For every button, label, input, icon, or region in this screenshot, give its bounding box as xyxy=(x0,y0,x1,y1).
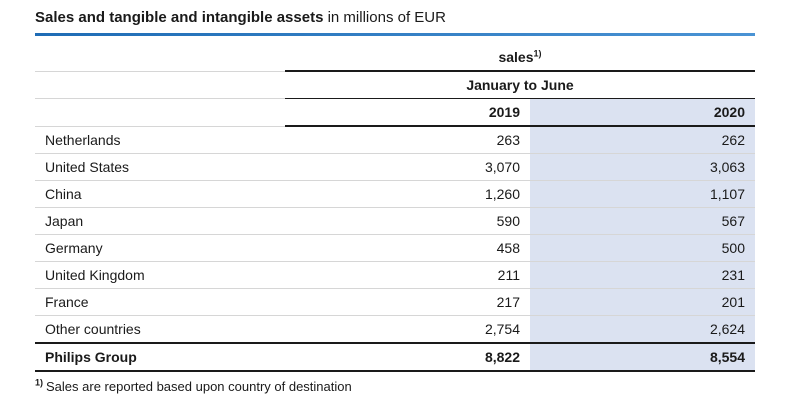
table-row: Other countries 2,754 2,624 xyxy=(35,315,755,344)
title-unit: in millions of EUR xyxy=(323,9,446,26)
value-2019: 217 xyxy=(285,288,530,316)
country-label: United States xyxy=(35,153,285,181)
title-main: Sales and tangible and intangible assets xyxy=(35,9,324,26)
country-label: Germany xyxy=(35,234,285,262)
value-2020: 500 xyxy=(530,234,755,262)
value-2019: 458 xyxy=(285,234,530,262)
footnote: 1) Sales are reported based upon country … xyxy=(35,377,755,394)
total-value-2020: 8,554 xyxy=(530,342,755,372)
value-2019: 2,754 xyxy=(285,315,530,344)
value-2020: 1,107 xyxy=(530,180,755,208)
group-header-row: sales1) xyxy=(35,44,755,72)
sales-group-label: sales xyxy=(498,49,534,65)
value-2019: 1,260 xyxy=(285,180,530,208)
country-label: Japan xyxy=(35,207,285,235)
value-2019: 3,070 xyxy=(285,153,530,181)
country-label: China xyxy=(35,180,285,208)
value-2020: 231 xyxy=(530,261,755,289)
table-row: United Kingdom 211 231 xyxy=(35,261,755,289)
table-body: Netherlands 263 262 United States 3,070 3,063… xyxy=(35,126,755,344)
value-2020: 262 xyxy=(530,126,755,154)
empty-label-cell xyxy=(35,98,285,127)
country-label: Netherlands xyxy=(35,126,285,154)
footnote-marker: 1) xyxy=(35,377,44,388)
table-row: Netherlands 263 262 xyxy=(35,126,755,154)
year-header-row: 2019 2020 xyxy=(35,98,755,127)
sales-table: sales1) January to June 2019 2020 Nether… xyxy=(35,44,755,372)
table-row: China 1,260 1,107 xyxy=(35,180,755,208)
value-2020: 201 xyxy=(530,288,755,316)
footnote-ref: 1) xyxy=(533,48,542,59)
country-label: France xyxy=(35,288,285,316)
country-label: United Kingdom xyxy=(35,261,285,289)
value-2020: 2,624 xyxy=(530,315,755,344)
accent-rule xyxy=(35,33,755,36)
empty-label-cell xyxy=(35,71,285,99)
column-header-2020: 2020 xyxy=(530,98,755,127)
value-2020: 567 xyxy=(530,207,755,235)
total-row: Philips Group 8,822 8,554 xyxy=(35,342,755,372)
sales-group-header: sales1) xyxy=(285,44,755,72)
page-title: Sales and tangible and intangible assets… xyxy=(35,8,755,28)
total-body: Philips Group 8,822 8,554 xyxy=(35,342,755,372)
value-2019: 590 xyxy=(285,207,530,235)
table-row: Germany 458 500 xyxy=(35,234,755,262)
table-row: France 217 201 xyxy=(35,288,755,316)
total-label: Philips Group xyxy=(35,342,285,372)
value-2020: 3,063 xyxy=(530,153,755,181)
value-2019: 211 xyxy=(285,261,530,289)
value-2019: 263 xyxy=(285,126,530,154)
table-row: United States 3,070 3,063 xyxy=(35,153,755,181)
country-label: Other countries xyxy=(35,315,285,344)
empty-label-cell xyxy=(35,44,285,72)
column-header-2019: 2019 xyxy=(285,98,530,127)
period-header: January to June xyxy=(285,71,755,99)
period-header-row: January to June xyxy=(35,71,755,99)
total-value-2019: 8,822 xyxy=(285,342,530,372)
table-header: sales1) January to June 2019 2020 xyxy=(35,44,755,127)
table-row: Japan 590 567 xyxy=(35,207,755,235)
footnote-text: Sales are reported based upon country of… xyxy=(46,379,352,394)
